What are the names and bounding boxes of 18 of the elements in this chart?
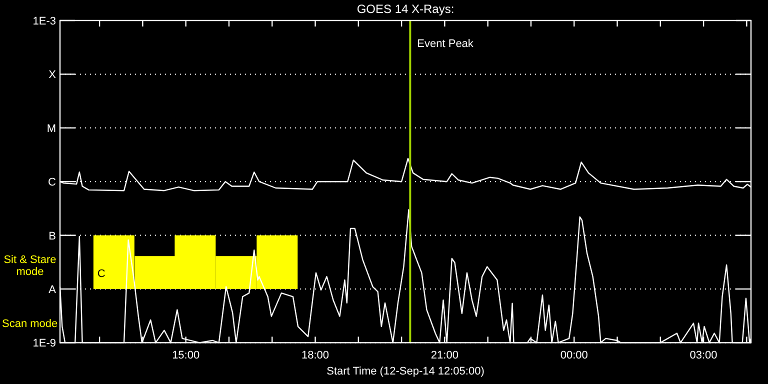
y-tick-label: C [48,176,56,189]
text: Scan mode [2,318,58,330]
x-axis-title: Start Time (12-Sep-14 12:05:00) [326,366,484,378]
annotation: C [97,268,106,280]
y-tick-label: 1E-9 [32,338,56,350]
x-tick-label: 18:00 [301,350,330,362]
x-tick-label: 00:00 [560,350,588,362]
text: Sit & Stare mode [4,254,56,278]
y-tick-label: M [46,122,56,135]
y-tick-label: X [48,69,57,82]
x-tick-label: 03:00 [690,350,718,362]
ref-line-label: Event Peak [417,38,474,50]
y-tick-label: 1E-3 [32,16,56,28]
y-tick-label: A [48,284,57,296]
x-tick-label: 21:00 [430,350,458,362]
chart-title: GOES 14 X-Rays: [356,2,454,16]
x-tick-label: 15:00 [172,350,200,362]
y-tick-label: B [48,230,56,242]
